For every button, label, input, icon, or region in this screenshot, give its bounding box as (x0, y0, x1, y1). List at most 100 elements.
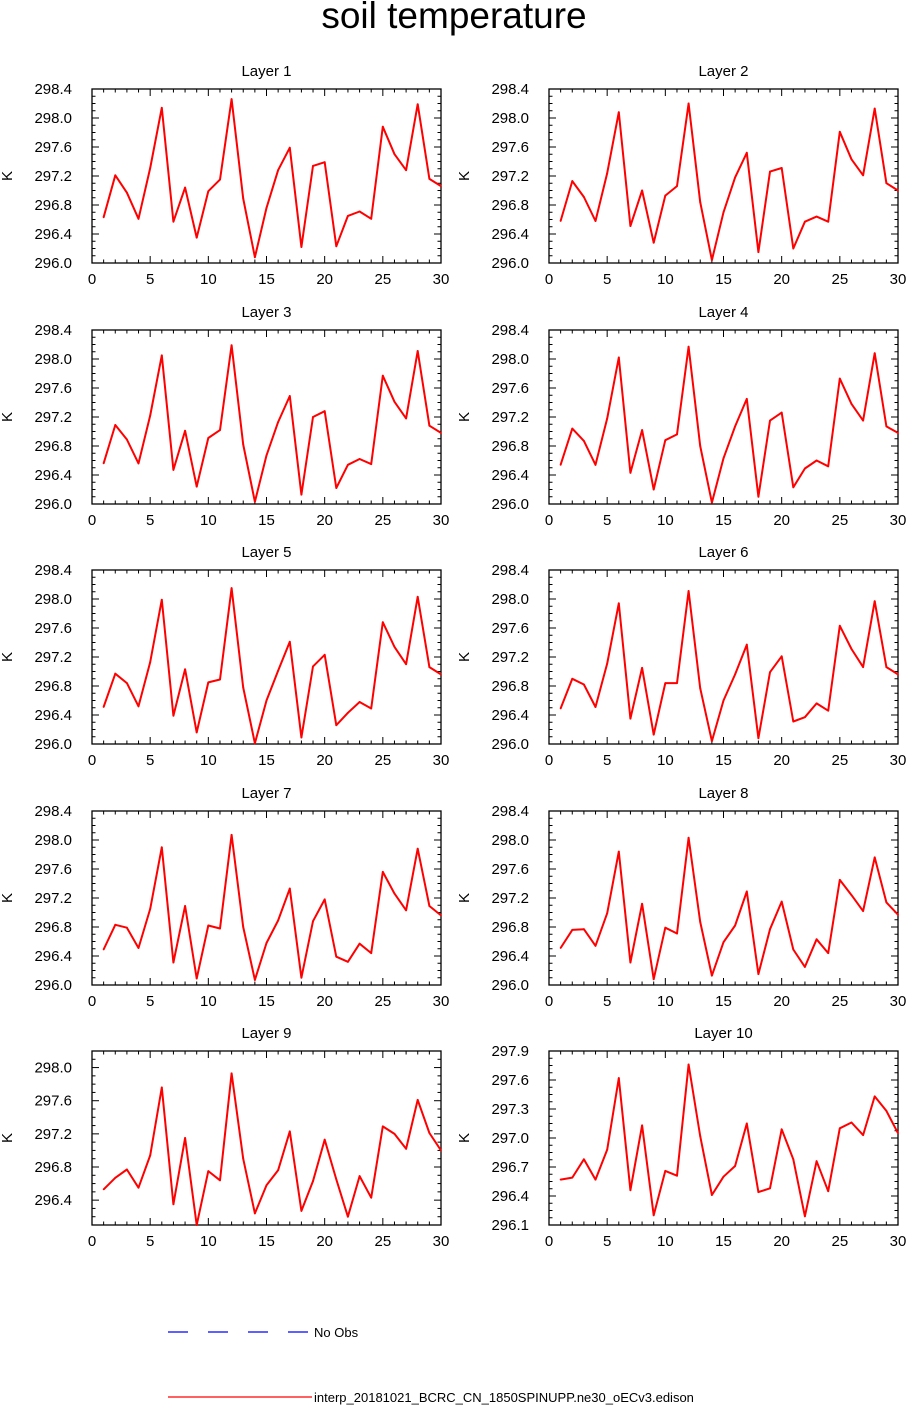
data-point (428, 424, 431, 427)
data-point (219, 1179, 221, 1182)
data-point (804, 467, 806, 470)
data-point (792, 1158, 795, 1161)
data-point (277, 1169, 280, 1172)
data-point (288, 640, 291, 643)
x-tick-label: 25 (831, 993, 848, 1010)
data-point (253, 500, 256, 503)
data-point (219, 429, 221, 431)
data-point (265, 207, 268, 209)
panel-title: Layer 6 (698, 544, 748, 561)
data-point (897, 189, 899, 192)
y-tick-label: 298.0 (34, 110, 72, 127)
data-point (792, 486, 795, 489)
data-point (862, 419, 864, 422)
y-tick-label: 296.8 (34, 197, 72, 214)
series-line (559, 836, 899, 981)
x-tick-label: 20 (316, 993, 333, 1010)
y-tick-label: 298.0 (491, 591, 529, 608)
data-point (370, 707, 373, 710)
data-point (265, 1184, 268, 1187)
data-point (300, 976, 303, 979)
data-point (300, 493, 303, 496)
y-tick-label: 297.2 (34, 890, 72, 907)
y-tick-label: 296.8 (491, 678, 529, 695)
data-point (676, 682, 678, 684)
data-point (323, 898, 326, 901)
data-point (629, 961, 632, 964)
y-tick-label: 296.0 (491, 496, 529, 513)
x-tick-label: 20 (773, 993, 790, 1010)
data-point (850, 648, 853, 650)
data-point (381, 621, 384, 624)
data-point (335, 724, 338, 727)
data-point (114, 672, 117, 675)
data-point (676, 185, 678, 188)
y-tick-label: 296.0 (34, 255, 72, 272)
data-point (347, 463, 349, 466)
data-point (393, 645, 396, 648)
data-point (405, 169, 407, 172)
y-axis-label: K (456, 893, 473, 903)
data-point (230, 1072, 233, 1075)
data-point (172, 469, 175, 471)
data-point (207, 190, 210, 193)
chart-panel-3: Layer 3 K 0 5 10 15 20 25 30 296.0 296.4 296.8 297.2… (0, 304, 449, 529)
data-point (699, 445, 702, 447)
data-point (571, 427, 574, 430)
data-point (827, 465, 830, 468)
data-point (300, 246, 303, 248)
data-point (897, 913, 899, 916)
data-point (137, 947, 140, 949)
panel-title: Layer 8 (698, 785, 748, 802)
y-tick-label: 297.9 (491, 1043, 529, 1060)
data-point (862, 1134, 864, 1136)
panels: Layer 1 K 0 5 10 15 20 25 30 296.0 296.4 296.8 297.2… (0, 63, 906, 1250)
y-tick-label: 297.2 (34, 168, 72, 185)
y-tick-label: 298.4 (491, 562, 529, 579)
y-tick-label: 296.8 (491, 438, 529, 455)
y-tick-label: 296.1 (491, 1217, 529, 1234)
plot-frame (548, 88, 899, 264)
y-tick-label: 297.0 (491, 1130, 529, 1147)
x-tick-label: 25 (831, 752, 848, 769)
x-tick-label: 20 (773, 752, 790, 769)
series-line (559, 590, 899, 743)
y-tick-label: 297.6 (491, 380, 529, 397)
x-tick-label: 5 (603, 993, 611, 1010)
data-point (405, 417, 407, 420)
data-point (792, 720, 795, 723)
data-point (838, 377, 841, 380)
data-point (277, 669, 280, 672)
data-point (641, 1124, 643, 1127)
x-tick-label: 0 (545, 1233, 553, 1250)
y-tick-label: 296.7 (491, 1159, 529, 1176)
y-tick-label: 296.4 (34, 226, 72, 243)
y-tick-label: 297.2 (491, 409, 529, 426)
data-point (347, 214, 349, 217)
x-tick-label: 15 (258, 512, 275, 529)
x-tick-label: 20 (773, 512, 790, 529)
data-point (358, 1175, 361, 1178)
data-point (195, 236, 198, 239)
figure-title: soil temperature (321, 0, 586, 36)
y-tick-label: 297.6 (34, 861, 72, 878)
data-point (606, 1148, 609, 1151)
data-point (664, 682, 667, 684)
data-point (335, 1178, 338, 1181)
data-point (265, 942, 268, 944)
data-point (652, 488, 655, 491)
y-tick-label: 296.4 (491, 707, 529, 724)
data-point (370, 463, 373, 466)
data-point (172, 1203, 175, 1206)
x-tick-label: 25 (831, 1233, 848, 1250)
y-tick-label: 296.4 (34, 467, 72, 484)
x-tick-label: 5 (146, 993, 154, 1010)
data-point (734, 673, 737, 676)
data-point (734, 425, 737, 428)
panel-title: Layer 3 (241, 304, 291, 321)
data-point (862, 910, 864, 912)
data-point (393, 153, 396, 156)
data-point (370, 217, 373, 220)
y-tick-label: 298.4 (34, 562, 72, 579)
data-point (160, 106, 163, 109)
